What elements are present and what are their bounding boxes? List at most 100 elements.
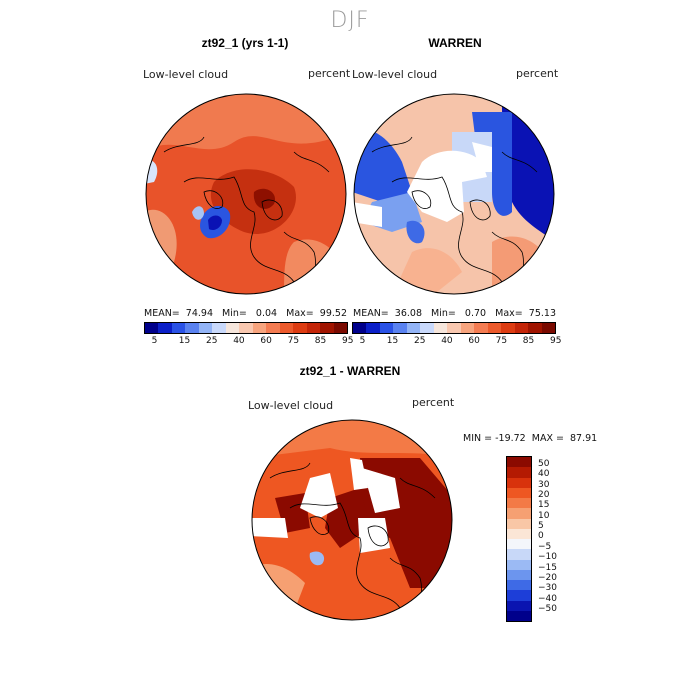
colorbar-tick-label: 30 xyxy=(538,479,550,490)
colorbar-swatch xyxy=(514,323,529,333)
colorbar-tick-label: 0 xyxy=(538,531,544,542)
colorbar-swatch xyxy=(333,323,348,333)
diff-field-contour xyxy=(309,551,325,566)
panel1-field-contour xyxy=(208,215,222,230)
panel1-stats: MEAN= 74.94 Min= 0.04 Max= 99.52 xyxy=(144,308,347,319)
panel2-field-contour xyxy=(472,142,492,172)
colorbar-swatch xyxy=(507,518,531,529)
diff-map-border xyxy=(251,419,453,621)
panel2-colorbar xyxy=(352,322,556,334)
colorbar-swatch xyxy=(406,323,421,333)
panel2-colorbar-ticks: 5 15 25 40 60 75 85 95 xyxy=(352,336,562,348)
colorbar-tick-label: 5 xyxy=(538,521,544,532)
panel1-title: zt92_1 (yrs 1-1) xyxy=(201,36,289,50)
panel2-map-border xyxy=(353,93,555,295)
colorbar-swatch xyxy=(507,487,531,498)
colorbar-tick-label: 75 xyxy=(495,336,508,346)
colorbar-swatch xyxy=(507,600,531,611)
colorbar-swatch xyxy=(507,477,531,488)
colorbar-swatch xyxy=(507,580,531,591)
panel1-polar-map xyxy=(145,93,347,295)
colorbar-tick-label: 25 xyxy=(413,336,426,346)
colorbar-tick-label: 75 xyxy=(287,336,300,346)
diff-colorbar-ticks: 50 40 30 20 15 10 5 0 −5 −10 −15 −20 −30 −40 −50 xyxy=(538,456,578,622)
colorbar-swatch xyxy=(528,323,542,333)
colorbar-swatch xyxy=(252,323,267,333)
panel2-field-contour xyxy=(354,202,382,227)
panel2-units-label: percent xyxy=(516,67,559,80)
panel2-coastlines xyxy=(371,136,538,288)
colorbar-tick-label: 60 xyxy=(468,336,480,346)
panel2-field-contour xyxy=(354,129,412,202)
panel2-field-label: Low-level cloud xyxy=(352,68,438,81)
colorbar-tick-label: 85 xyxy=(314,336,327,346)
panel1-colorbar-ticks: 5 15 25 40 60 75 85 95 xyxy=(144,336,354,348)
colorbar-tick-label: 95 xyxy=(342,336,354,346)
colorbar-swatch xyxy=(501,323,515,333)
colorbar-tick-label: 15 xyxy=(178,336,191,346)
colorbar-swatch xyxy=(158,323,172,333)
colorbar-tick-label: 10 xyxy=(538,510,550,521)
colorbar-swatch xyxy=(507,457,531,468)
colorbar-swatch xyxy=(447,323,461,333)
colorbar-swatch xyxy=(507,498,531,509)
colorbar-swatch xyxy=(460,323,475,333)
colorbar-tick-label: −5 xyxy=(538,541,552,552)
colorbar-tick-label: 20 xyxy=(538,489,550,500)
diff-panel-title: zt92_1 - WARREN xyxy=(299,364,401,378)
colorbar-tick-label: 5 xyxy=(359,336,366,346)
colorbar-tick-label: 40 xyxy=(538,469,550,480)
diff-coastlines xyxy=(269,462,436,614)
colorbar-swatch xyxy=(541,323,556,333)
colorbar-swatch xyxy=(366,323,380,333)
colorbar-swatch xyxy=(393,323,407,333)
diff-field-contour xyxy=(300,473,338,518)
colorbar-swatch xyxy=(487,323,502,333)
diff-field-label: Low-level cloud xyxy=(248,399,334,412)
diff-field-contour xyxy=(252,518,288,538)
colorbar-swatch xyxy=(306,323,321,333)
colorbar-swatch xyxy=(507,569,531,580)
diff-field-contour xyxy=(358,518,390,553)
colorbar-tick-label: 60 xyxy=(260,336,272,346)
panel2-field-contour xyxy=(407,150,487,222)
colorbar-tick-label: −10 xyxy=(538,552,557,563)
colorbar-swatch xyxy=(198,323,213,333)
colorbar-tick-label: 25 xyxy=(205,336,218,346)
diff-polar-map xyxy=(251,419,453,621)
diff-stats: MIN = -19.72 MAX = 87.91 xyxy=(463,433,598,444)
panel1-field-label: Low-level cloud xyxy=(143,68,229,81)
colorbar-tick-label: 15 xyxy=(386,336,399,346)
panel1-field-contour xyxy=(146,210,177,294)
colorbar-swatch xyxy=(379,323,394,333)
colorbar-swatch xyxy=(225,323,240,333)
colorbar-swatch xyxy=(353,323,367,333)
colorbar-tick-label: −50 xyxy=(538,604,557,615)
colorbar-swatch xyxy=(279,323,294,333)
colorbar-tick-label: −20 xyxy=(538,572,557,583)
colorbar-swatch xyxy=(212,323,226,333)
colorbar-swatch xyxy=(507,549,531,560)
colorbar-tick-label: 85 xyxy=(522,336,535,346)
colorbar-swatch xyxy=(320,323,334,333)
diff-colorbar xyxy=(506,456,532,622)
colorbar-swatch xyxy=(507,528,531,539)
diff-field-contour xyxy=(350,458,368,490)
colorbar-tick-label: 40 xyxy=(441,336,453,346)
colorbar-tick-label: −40 xyxy=(538,593,557,604)
panel2-field-contour xyxy=(492,236,554,294)
colorbar-swatch xyxy=(266,323,280,333)
panel1-map-border xyxy=(145,93,347,295)
diff-field-contour xyxy=(362,468,400,513)
panel1-field-contour xyxy=(253,188,275,209)
colorbar-tick-label: 95 xyxy=(550,336,562,346)
colorbar-swatch xyxy=(433,323,448,333)
colorbar-swatch xyxy=(474,323,488,333)
colorbar-swatch xyxy=(507,467,531,478)
colorbar-swatch xyxy=(507,610,531,621)
panel2-polar-map xyxy=(353,93,555,295)
colorbar-swatch xyxy=(293,323,307,333)
colorbar-tick-label: 5 xyxy=(151,336,158,346)
panel1-field-contour xyxy=(192,206,204,220)
colorbar-swatch xyxy=(171,323,186,333)
